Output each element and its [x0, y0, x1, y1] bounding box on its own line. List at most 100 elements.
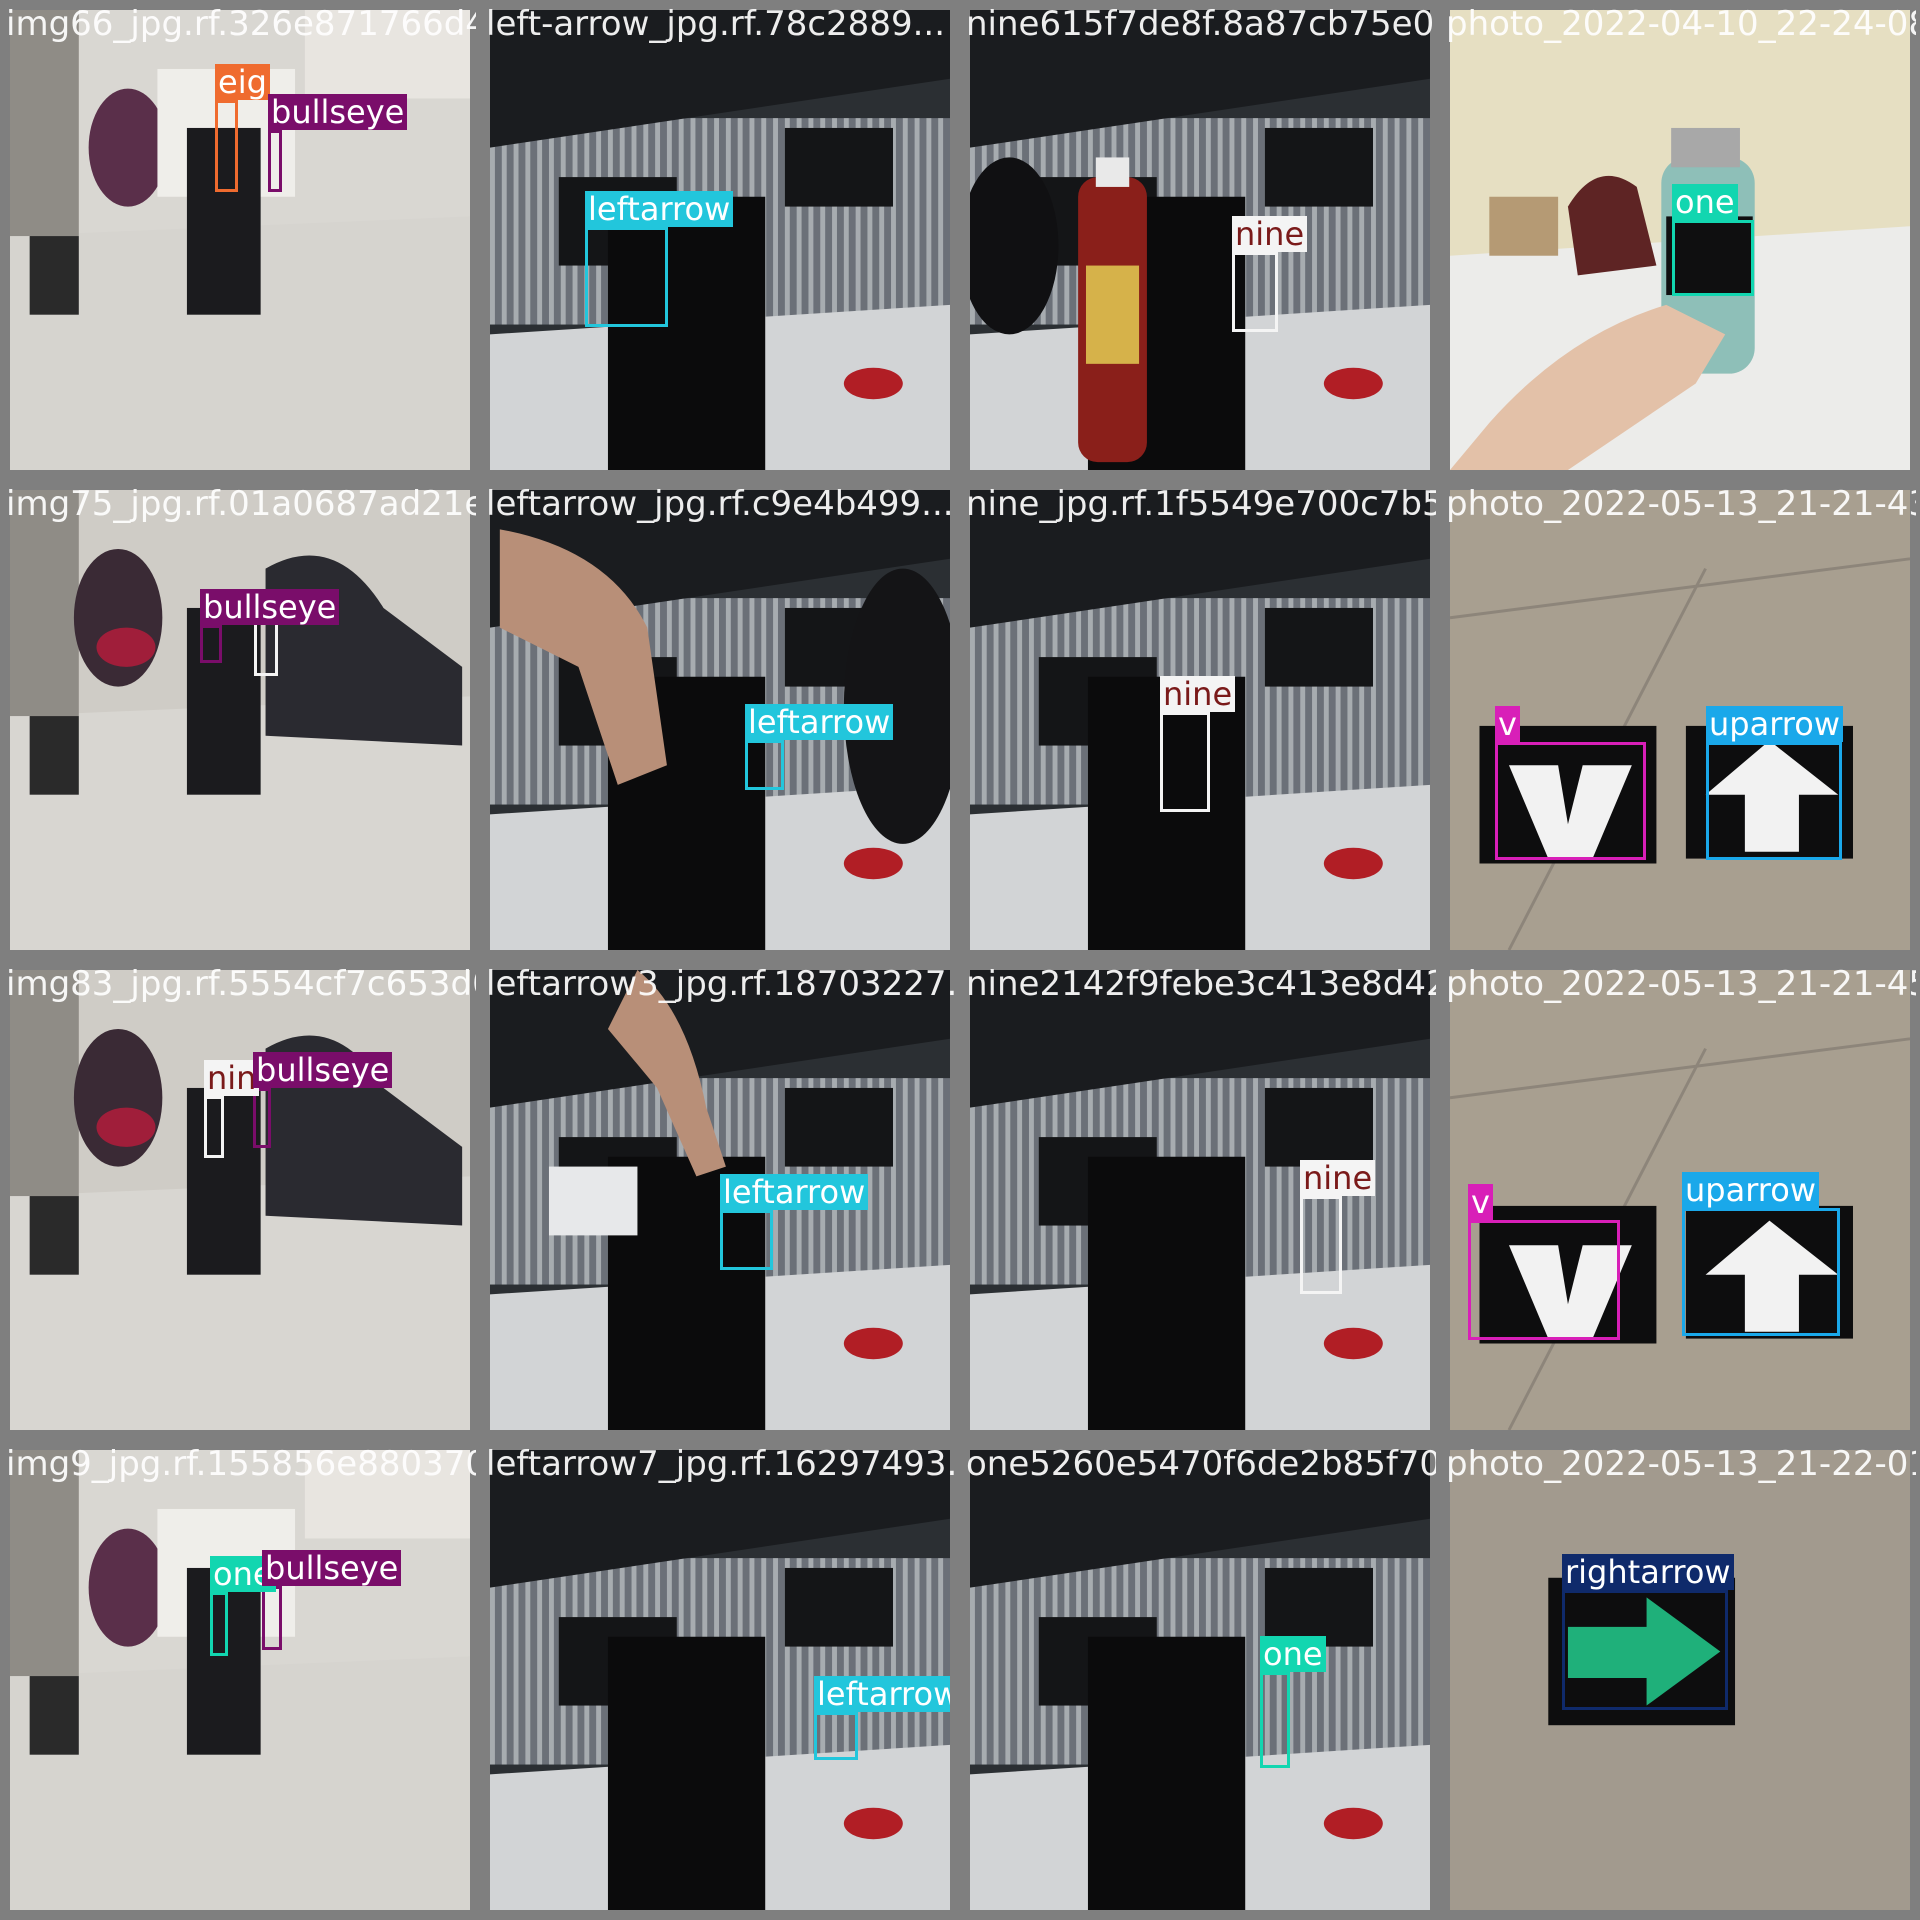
detection-label: uparrow [1706, 706, 1843, 742]
detection-label: leftarrow [585, 191, 734, 227]
scene-photo: leftarrow [490, 490, 950, 950]
scene-photo: nin bullseye [10, 970, 470, 1430]
scene-illustration [970, 490, 1430, 950]
detection-label: nin [204, 1060, 260, 1096]
image-tile: bullseye img75_jpg.rf.01a0687ad21e5f8c710… [0, 480, 480, 960]
detection-box [1260, 1672, 1290, 1768]
scene-illustration [1450, 970, 1910, 1430]
image-tile: nine nine2142f9febe3c413e8d42... [960, 960, 1440, 1440]
detection-label: one [1260, 1636, 1326, 1672]
detection-label: bullseye [262, 1550, 402, 1586]
image-tile: one one5260e5470f6de2b85f702... [960, 1440, 1440, 1920]
image-tile: nine nine_jpg.rf.1f5549e700c7b5ef... [960, 480, 1440, 960]
scene-illustration [10, 970, 470, 1430]
detection-box [215, 100, 238, 192]
detection-box [1160, 712, 1210, 812]
scene-illustration [970, 10, 1430, 470]
scene-illustration [970, 970, 1430, 1430]
detection-box [1232, 252, 1278, 332]
image-tile: leftarrow leftarrow_jpg.rf.c9e4b499... [480, 480, 960, 960]
detection-box [720, 1210, 773, 1270]
detection-label: bullseye [253, 1052, 393, 1088]
image-tile: eigbullseyeimg66_jpg.rf.326e871766d4f5f-… [0, 0, 480, 480]
detection-label: leftarrow [814, 1676, 950, 1712]
scene-illustration [10, 1450, 470, 1910]
image-filename: one5260e5470f6de2b85f702... [966, 1444, 1440, 1484]
detection-label: uparrow [1682, 1172, 1819, 1208]
image-filename: img75_jpg.rf.01a0687ad21e5f8c71089975fc9… [6, 484, 476, 524]
detection-label: one [1672, 184, 1738, 220]
scene-photo: one [1450, 10, 1910, 470]
detection-label: v [1468, 1184, 1493, 1220]
image-tile: onebullseyeimg9_jpg.rf.155856e88037036f0… [0, 1440, 480, 1920]
scene-photo: bullseye [10, 490, 470, 950]
image-filename: photo_2022-05-13_21-21-43 [1446, 484, 1920, 524]
detection-label: rightarrow [1562, 1554, 1734, 1590]
detection-label: nine [1232, 216, 1308, 252]
image-filename: photo_2022-05-13_21-21-45 [1446, 964, 1920, 1004]
image-filename: nine_jpg.rf.1f5549e700c7b5ef... [966, 484, 1436, 524]
image-tile: nine nine615f7de8f.8a87cb75e09... [960, 0, 1440, 480]
detection-box [200, 625, 222, 663]
image-filename: img83_jpg.rf.5554cf7c653d06df418900330f1… [6, 964, 476, 1004]
detection-box [262, 1586, 282, 1650]
image-tile: v uparrow photo_2022-05-13_21-21-43 [1440, 480, 1920, 960]
scene-illustration [490, 1450, 950, 1910]
image-filename: img9_jpg.rf.155856e88037036f035710088952… [6, 1444, 480, 1484]
scene-photo: nine [970, 10, 1430, 470]
scene-photo: eig bullseye [10, 10, 470, 470]
scene-photo: rightarrow [1450, 1450, 1910, 1910]
scene-photo: nine [970, 970, 1430, 1430]
image-filename: photo_2022-05-13_21-22-01 [1446, 1444, 1920, 1484]
detection-box [210, 1592, 228, 1656]
scene-photo: one bullseye [10, 1450, 470, 1910]
image-tile: ninbullseyeimg83_jpg.rf.5554cf7c653d06df… [0, 960, 480, 1440]
scene-photo: nine [970, 490, 1430, 950]
detection-box [254, 618, 278, 676]
detection-box [204, 1096, 224, 1158]
image-tile: leftarrow leftarrow7_jpg.rf.16297493... [480, 1440, 960, 1920]
image-filename: nine615f7de8f.8a87cb75e09... [966, 4, 1440, 44]
detection-box [745, 740, 784, 790]
detection-box [1562, 1590, 1728, 1710]
image-filename: leftarrow7_jpg.rf.16297493... [486, 1444, 960, 1484]
detection-label: leftarrow [745, 704, 894, 740]
detection-label: bullseye [268, 94, 408, 130]
detection-box [814, 1712, 858, 1760]
detection-box [253, 1088, 271, 1148]
image-filename: photo_2022-04-10_22-24-08 [1446, 4, 1920, 44]
detection-box [585, 227, 668, 327]
scene-illustration [490, 10, 950, 470]
scene-photo: one [970, 1450, 1430, 1910]
detection-box [268, 130, 282, 192]
scene-illustration [1450, 10, 1910, 470]
scene-illustration [1450, 1450, 1910, 1910]
detection-box [1300, 1196, 1342, 1294]
image-filename: nine2142f9febe3c413e8d42... [966, 964, 1440, 1004]
image-tile: rightarrow photo_2022-05-13_21-22-01 [1440, 1440, 1920, 1920]
scene-illustration [10, 490, 470, 950]
image-tile: leftarrow left-arrow_jpg.rf.78c2889... [480, 0, 960, 480]
scene-photo: v uparrow [1450, 970, 1910, 1430]
detection-label: eig [215, 64, 270, 100]
detection-box [1468, 1220, 1620, 1340]
detection-label: nine [1160, 676, 1236, 712]
image-filename: left-arrow_jpg.rf.78c2889... [486, 4, 945, 44]
image-tile: one photo_2022-04-10_22-24-08 [1440, 0, 1920, 480]
scene-illustration [970, 1450, 1430, 1910]
detection-box [1672, 220, 1754, 296]
scene-photo: leftarrow [490, 1450, 950, 1910]
scene-photo: v uparrow [1450, 490, 1910, 950]
image-filename: leftarrow3_jpg.rf.18703227... [486, 964, 960, 1004]
scene-photo: leftarrow [490, 970, 950, 1430]
detection-box [1682, 1208, 1840, 1336]
image-filename: img66_jpg.rf.326e871766d4f5f-darrow47004… [6, 4, 480, 44]
detection-label: nine [1300, 1160, 1376, 1196]
detection-label: bullseye [200, 589, 340, 625]
image-tile: leftarrow leftarrow3_jpg.rf.18703227... [480, 960, 960, 1440]
detection-label: v [1495, 706, 1520, 742]
scene-photo: leftarrow [490, 10, 950, 470]
image-filename: leftarrow_jpg.rf.c9e4b499... [486, 484, 954, 524]
detection-label: leftarrow [720, 1174, 869, 1210]
